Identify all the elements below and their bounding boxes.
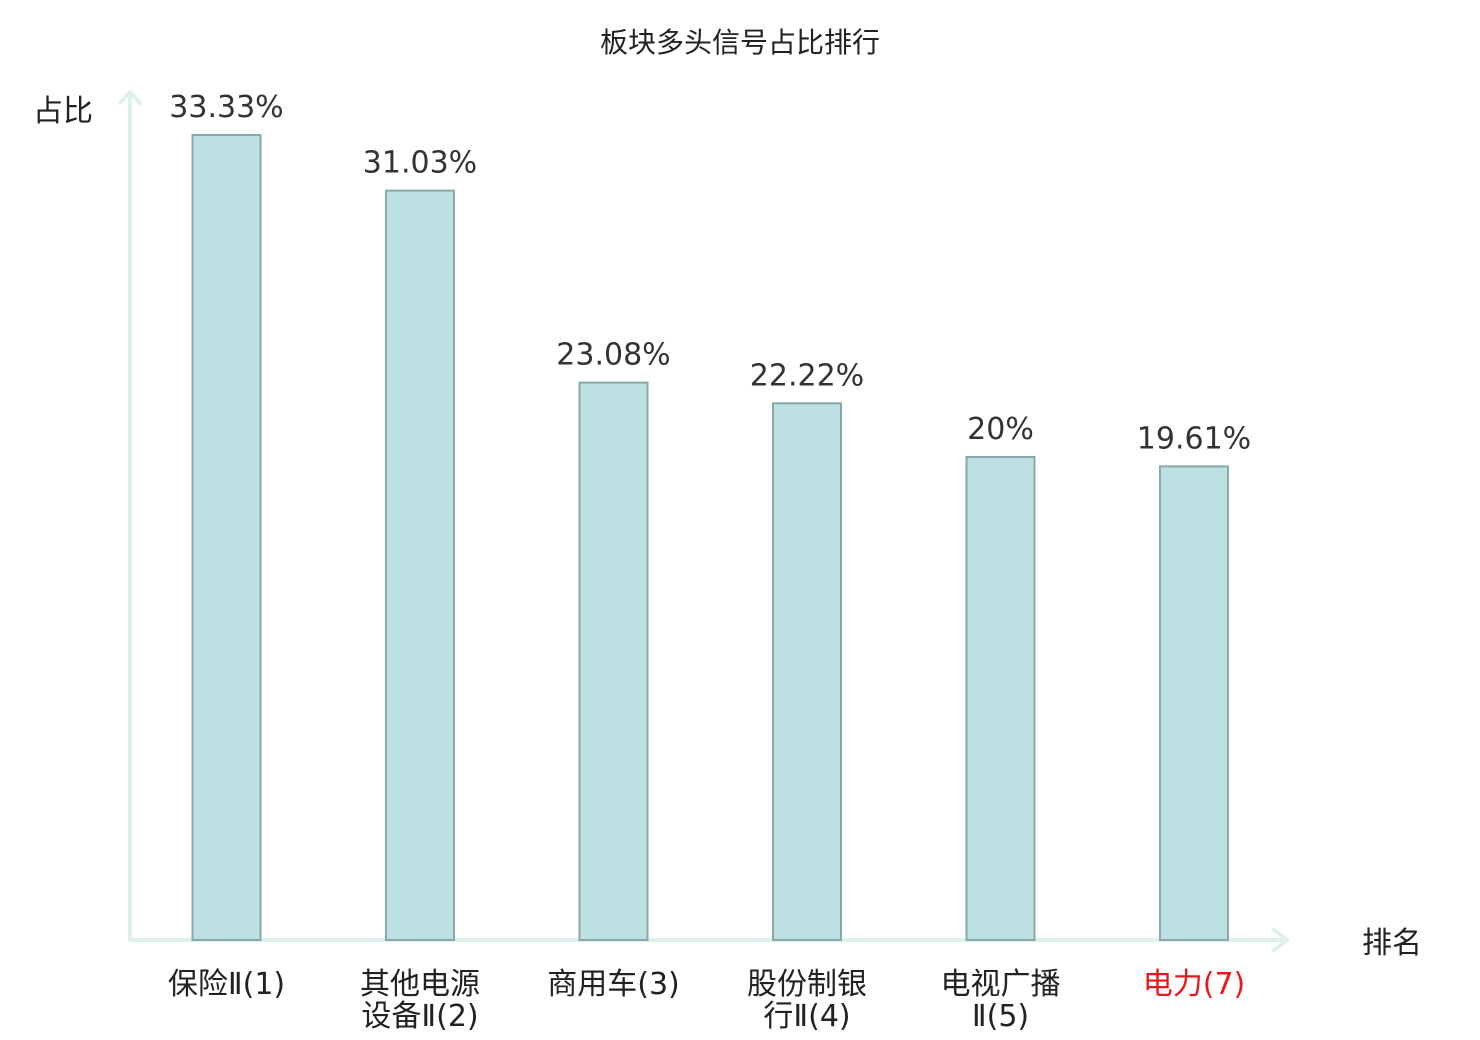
y-axis-label: 占比 [33, 94, 93, 129]
bar-value-label: 31.03% [363, 146, 477, 181]
bar-value-label: 33.33% [169, 90, 283, 125]
category-tick-label: 电视广播 Ⅱ(5) [941, 967, 1061, 1034]
bar-value-label: 20% [967, 412, 1034, 447]
category-tick-label-line: 电力(7) [1143, 967, 1246, 1002]
value-label-group: 33.33% 31.03% 23.08% 22.22% 20% 19.61% [169, 90, 1251, 456]
category-tick-label: 股份制银行Ⅱ(4) [747, 967, 867, 1034]
bar-value-label: 19.61% [1137, 421, 1251, 456]
category-tick-label: 其他电源设备Ⅱ(2) [360, 967, 480, 1034]
category-tick-label-line: 设备Ⅱ(2) [361, 999, 478, 1034]
category-tick-label: 保险Ⅱ(1) [168, 967, 285, 1002]
bar-value-label: 22.22% [750, 358, 864, 393]
bar [772, 402, 842, 941]
bar-value-label: 23.08% [556, 338, 670, 373]
category-tick-label-line: 商用车(3) [547, 967, 680, 1002]
x-axis-label: 排名 [1362, 926, 1422, 961]
bar [965, 456, 1036, 941]
bar [385, 189, 455, 942]
x-axis-arrow [1272, 928, 1289, 952]
category-tick-label-line: Ⅱ(5) [972, 999, 1029, 1034]
bar [191, 134, 262, 941]
category-tick-label-line: 保险Ⅱ(1) [168, 967, 285, 1002]
chart-title: 板块多头信号占比排行 [600, 26, 880, 59]
category-tick-label-line: 电视广播 [941, 967, 1061, 1002]
category-tick-label-line: 股份制银 [747, 967, 867, 1002]
category-tick-label: 商用车(3) [547, 967, 680, 1002]
bar [578, 381, 649, 942]
category-tick-label: 电力(7) [1143, 967, 1246, 1002]
category-tick-label-line: 其他电源 [360, 967, 480, 1002]
category-tick-label-line: 行Ⅱ(4) [763, 999, 850, 1034]
category-label-group: 保险Ⅱ(1) 其他电源设备Ⅱ(2)商用车(3) 股份制银行Ⅱ(4)电视广播 Ⅱ(5)电… [168, 967, 1245, 1034]
bar [1159, 465, 1229, 941]
bar-group [191, 134, 1229, 942]
